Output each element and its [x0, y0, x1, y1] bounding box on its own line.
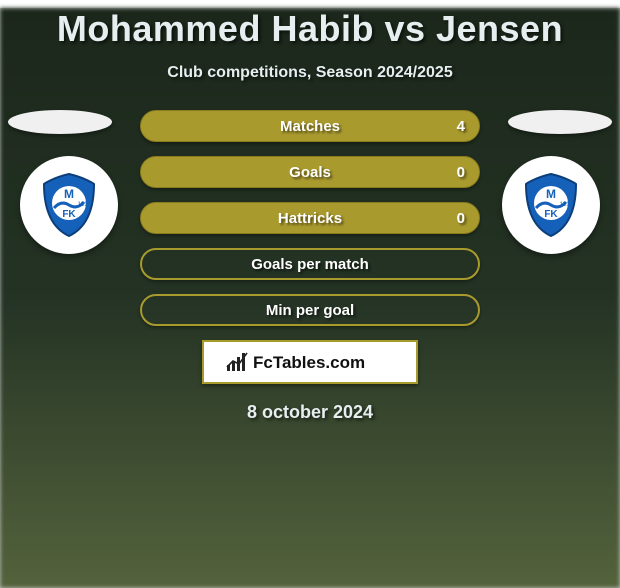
- svg-text:1911: 1911: [78, 202, 92, 208]
- left-club-badge: M FK 1911: [20, 156, 118, 254]
- svg-text:FcTables.com: FcTables.com: [253, 353, 365, 372]
- svg-text:1911: 1911: [560, 202, 574, 208]
- svg-text:M: M: [64, 187, 74, 201]
- stat-row-hattricks: Hattricks 0: [140, 202, 480, 234]
- molde-crest-icon: M FK 1911: [516, 170, 586, 240]
- stat-label: Hattricks: [278, 210, 342, 227]
- stat-label: Matches: [280, 118, 340, 135]
- stat-label: Min per goal: [266, 302, 354, 319]
- stat-row-matches: Matches 4: [140, 110, 480, 142]
- subtitle: Club competitions, Season 2024/2025: [0, 64, 620, 82]
- right-platform-ellipse: [508, 110, 612, 134]
- date-text: 8 october 2024: [0, 402, 620, 423]
- comparison-stage: M FK 1911 M FK 1911 Matches 4 Goals 0 Ha…: [0, 110, 620, 423]
- left-platform-ellipse: [8, 110, 112, 134]
- svg-text:FK: FK: [544, 209, 558, 220]
- stat-row-goals: Goals 0: [140, 156, 480, 188]
- brand-box: FcTables.com: [202, 340, 418, 384]
- stat-value: 0: [457, 210, 465, 227]
- stat-row-goals-per-match: Goals per match: [140, 248, 480, 280]
- fctables-logo-icon: FcTables.com: [225, 349, 395, 375]
- stat-value: 0: [457, 164, 465, 181]
- stat-label: Goals per match: [251, 256, 369, 273]
- molde-crest-icon: M FK 1911: [34, 170, 104, 240]
- right-club-badge: M FK 1911: [502, 156, 600, 254]
- page-title: Mohammed Habib vs Jensen: [0, 8, 620, 50]
- svg-text:M: M: [546, 187, 556, 201]
- svg-text:FK: FK: [62, 209, 76, 220]
- stat-rows: Matches 4 Goals 0 Hattricks 0 Goals per …: [140, 110, 480, 326]
- stat-row-min-per-goal: Min per goal: [140, 294, 480, 326]
- stat-value: 4: [457, 118, 465, 135]
- stat-label: Goals: [289, 164, 331, 181]
